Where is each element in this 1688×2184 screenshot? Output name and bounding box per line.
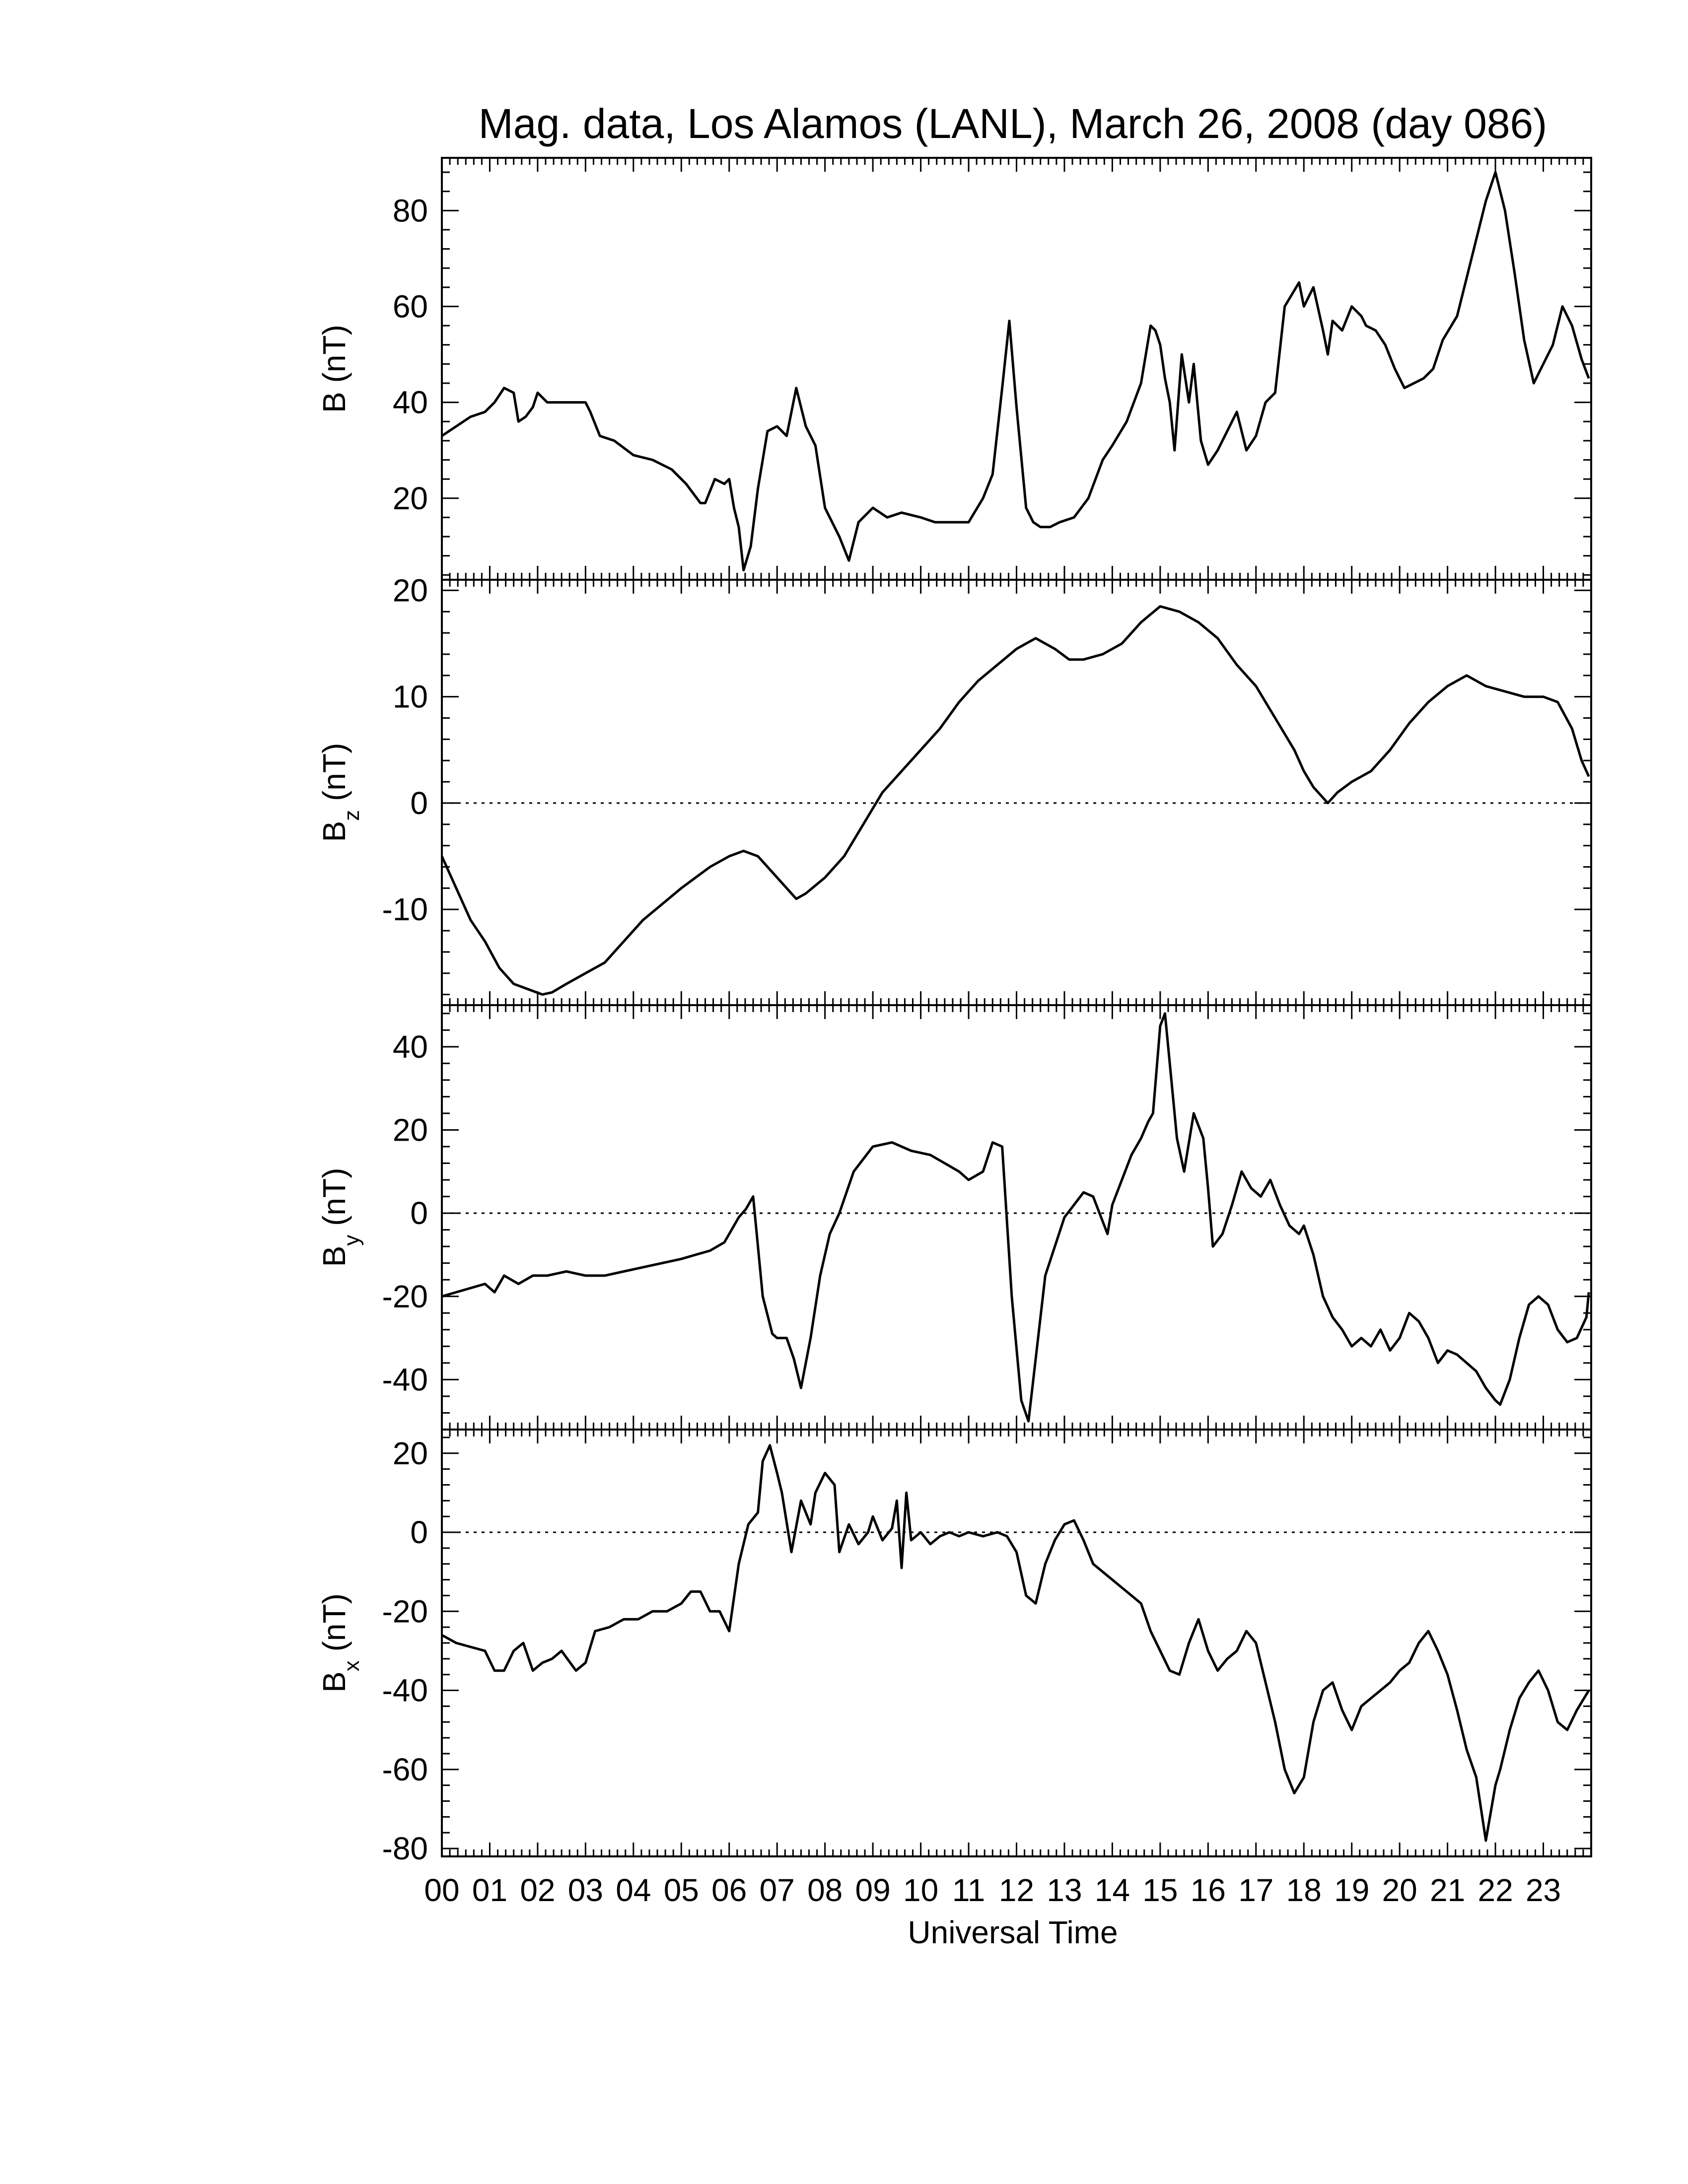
x-tick-label: 18 <box>1286 1872 1322 1908</box>
y-tick-label: 40 <box>393 1029 428 1065</box>
x-tick-label: 19 <box>1334 1872 1369 1908</box>
y-axis-title-B: B (nT) <box>316 325 352 413</box>
x-tick-label: 12 <box>999 1872 1034 1908</box>
series-line-Bx <box>441 1444 1590 1842</box>
x-tick-label: 21 <box>1430 1872 1465 1908</box>
x-axis-title: Universal Time <box>908 1914 1118 1950</box>
x-tick-label: 16 <box>1191 1872 1226 1908</box>
panel-B: 20 40 60 80 B (nT) <box>316 157 1592 581</box>
x-tick-label: 22 <box>1477 1872 1513 1908</box>
x-tick-label: 13 <box>1047 1872 1082 1908</box>
y-axis-title-subscript: z <box>340 810 364 821</box>
x-tick-label: 00 <box>424 1872 459 1908</box>
y-tick-label: 20 <box>393 1112 428 1148</box>
y-tick-label: -40 <box>382 1673 428 1708</box>
x-tick-label: 20 <box>1382 1872 1417 1908</box>
x-tick-label: 01 <box>472 1872 507 1908</box>
x-tick-label: 23 <box>1526 1872 1561 1908</box>
y-axis-title-unit: (nT) <box>316 743 352 810</box>
y-axis-title-By: By (nT) <box>316 1168 364 1267</box>
x-tick-label: 14 <box>1095 1872 1130 1908</box>
x-tick-label: 05 <box>664 1872 699 1908</box>
y-tick-label: -40 <box>382 1362 428 1397</box>
y-tick-label: -20 <box>382 1279 428 1314</box>
panel-Bx: -80 -60 -40 -20 0 20 Bx (nT) <box>316 1429 1592 1866</box>
x-tick-label: 04 <box>616 1872 651 1908</box>
panel-frame-B <box>441 157 1592 581</box>
y-axis-title-main: B (nT) <box>316 325 352 413</box>
y-tick-label: -80 <box>382 1831 428 1866</box>
panel-By: -40 -20 0 20 40 By (nT) <box>316 1004 1592 1431</box>
x-tick-label: 02 <box>520 1872 555 1908</box>
x-tick-label: 11 <box>952 1872 985 1908</box>
x-tick-label: 03 <box>568 1872 603 1908</box>
x-tick-label: 15 <box>1142 1872 1178 1908</box>
y-axis-title-main: B <box>316 821 352 842</box>
y-axis-title-unit: (nT) <box>316 1168 352 1235</box>
y-tick-label: -20 <box>382 1593 428 1629</box>
x-tick-label: 09 <box>855 1872 891 1908</box>
y-tick-label: 20 <box>393 1435 428 1471</box>
series-line-B <box>441 171 1590 572</box>
y-axis-title-Bz: Bz (nT) <box>316 743 364 842</box>
chart-title: Mag. data, Los Alamos (LANL), March 26, … <box>479 100 1547 147</box>
series-line-Bz <box>440 605 1590 996</box>
y-tick-label: 0 <box>410 785 428 821</box>
y-axis-title-unit: (nT) <box>316 1593 352 1660</box>
panel-frame-Bz <box>441 579 1592 1006</box>
y-tick-label: 0 <box>410 1514 428 1550</box>
y-tick-label: 0 <box>410 1195 428 1231</box>
y-tick-label: 20 <box>393 480 428 516</box>
y-tick-label: 10 <box>393 679 428 715</box>
y-tick-label: 40 <box>393 385 428 420</box>
panel-frame-By <box>441 1004 1592 1431</box>
x-tick-label: 10 <box>903 1872 938 1908</box>
y-axis-title-subscript: y <box>340 1235 364 1246</box>
y-axis-title-main: B <box>316 1246 352 1267</box>
y-tick-label: 60 <box>393 288 428 324</box>
y-axis-title-subscript: x <box>340 1660 364 1671</box>
y-axis-title-Bx: Bx (nT) <box>316 1593 364 1693</box>
x-tick-label: 08 <box>807 1872 843 1908</box>
x-tick-label: 06 <box>711 1872 747 1908</box>
x-tick-label: 07 <box>760 1872 795 1908</box>
x-tick-label: 17 <box>1238 1872 1273 1908</box>
y-tick-label: -10 <box>382 891 428 927</box>
y-axis-title-main: B <box>316 1671 352 1693</box>
y-tick-label: -60 <box>382 1752 428 1787</box>
panel-Bz: -10 0 10 20 Bz (nT) <box>316 572 1592 1006</box>
y-tick-label: 20 <box>393 572 428 608</box>
y-tick-label: 80 <box>393 193 428 228</box>
series-line-By <box>441 1012 1590 1423</box>
